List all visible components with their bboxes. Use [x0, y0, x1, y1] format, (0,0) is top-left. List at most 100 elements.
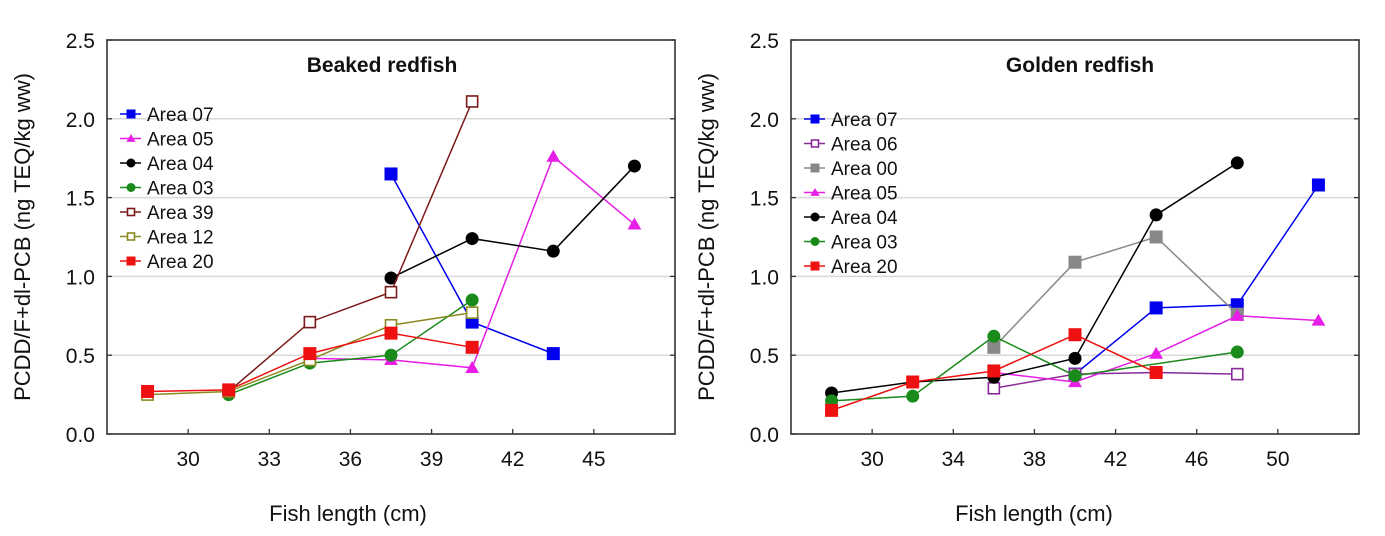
marker-square: [906, 375, 920, 389]
y-tick-label: 2.5: [66, 30, 95, 53]
marker-open-square: [987, 381, 1001, 395]
x-tick-label: 42: [501, 448, 524, 471]
marker-circle: [384, 348, 398, 362]
series-area-07: [384, 167, 560, 361]
legend-label: Area 04: [831, 208, 898, 229]
marker-square: [384, 326, 398, 340]
series-line: [228, 101, 473, 393]
marker-square: [303, 347, 317, 361]
y-tick-label: 0.0: [750, 424, 779, 447]
legend-item: Area 00: [804, 159, 898, 180]
legend: Area 07 Area 05 Area 04 Area 03 Area 39 Area …: [120, 105, 214, 273]
series-line: [228, 299, 473, 396]
marker-open-square: [465, 95, 479, 108]
marker-circle: [627, 159, 641, 173]
marker-open-square: [126, 232, 136, 241]
marker-square: [222, 383, 236, 397]
series-area-00: [987, 230, 1244, 354]
y-tick-label: 1.0: [750, 266, 779, 289]
legend: Area 07 Area 06 Area 00 Area 05 Area 04 Area …: [804, 110, 898, 278]
legend-item: Area 04: [120, 154, 214, 175]
golden-redfish-chart: PCDD/F+dl-PCB (ng TEQ/kg ww) Fish length…: [694, 30, 1360, 526]
marker-circle: [1230, 156, 1244, 170]
legend-label: Area 39: [147, 203, 214, 224]
marker-circle: [1230, 345, 1244, 359]
legend-label: Area 07: [147, 105, 214, 126]
marker-circle: [1068, 369, 1082, 383]
legend-label: Area 00: [831, 159, 898, 180]
marker-triangle: [546, 149, 561, 162]
legend-item: Area 07: [120, 105, 214, 126]
y-tick-label: 2.5: [750, 30, 779, 53]
marker-square: [384, 167, 398, 181]
marker-square: [141, 384, 155, 398]
marker-circle: [126, 183, 136, 192]
y-tick-label: 1.5: [66, 188, 95, 211]
series-area-20: [825, 328, 1163, 417]
series-area-03: [825, 329, 1244, 408]
marker-square: [126, 109, 136, 119]
legend-label: Area 20: [147, 252, 214, 273]
marker-square: [987, 364, 1001, 378]
legend-item: Area 07: [804, 110, 898, 131]
series-line: [390, 165, 635, 279]
marker-circle: [384, 271, 398, 285]
y-tick-label: 2.0: [66, 109, 95, 132]
marker-square: [1068, 328, 1082, 342]
marker-circle: [987, 329, 1001, 343]
marker-open-square: [465, 306, 479, 319]
series-area-39: [222, 95, 479, 398]
x-tick-label: 30: [176, 448, 199, 471]
marker-circle: [810, 237, 820, 246]
y-axis-title: PCDD/F+dl-PCB (ng TEQ/kg ww): [694, 73, 719, 401]
series-line: [831, 335, 1238, 402]
legend-label: Area 05: [147, 130, 214, 151]
x-tick-label: 34: [942, 448, 966, 471]
marker-square: [810, 163, 820, 173]
legend-item: Area 05: [804, 184, 898, 205]
marker-open-square: [810, 139, 820, 148]
marker-circle: [1149, 208, 1163, 222]
marker-triangle: [465, 360, 480, 373]
x-tick-label: 45: [582, 448, 605, 471]
x-tick-label: 39: [420, 448, 443, 471]
marker-triangle: [810, 187, 820, 196]
y-axis-title: PCDD/F+dl-PCB (ng TEQ/kg ww): [10, 73, 35, 401]
beaked-redfish-chart: PCDD/F+dl-PCB (ng TEQ/kg ww) Fish length…: [10, 30, 676, 526]
series-line: [1074, 184, 1320, 375]
x-tick-label: 30: [860, 448, 883, 471]
y-tick-label: 0.5: [66, 345, 95, 368]
marker-circle: [465, 232, 479, 246]
series-area-05: [302, 149, 642, 373]
legend-label: Area 03: [831, 233, 898, 254]
x-tick-label: 33: [258, 448, 281, 471]
x-axis-title: Fish length (cm): [955, 501, 1113, 526]
marker-circle: [126, 158, 136, 168]
series-area-20: [141, 326, 479, 398]
marker-circle: [906, 389, 920, 403]
chart-title: Golden redfish: [1006, 54, 1154, 77]
legend-item: Area 03: [804, 233, 898, 254]
marker-triangle: [627, 217, 642, 230]
series-area-04: [384, 159, 641, 285]
series-area-06: [987, 366, 1244, 395]
marker-triangle: [1149, 346, 1164, 359]
series-area-03: [222, 293, 479, 402]
marker-circle: [1068, 351, 1082, 365]
marker-square: [1068, 255, 1082, 269]
legend-item: Area 12: [120, 228, 214, 249]
marker-square: [126, 256, 136, 266]
plot-frame: [790, 39, 1360, 435]
y-tick-label: 1.5: [750, 188, 779, 211]
marker-open-square: [384, 285, 398, 299]
marker-circle: [546, 244, 560, 258]
legend-item: Area 04: [804, 208, 898, 229]
marker-square: [987, 340, 1001, 354]
legend-item: Area 05: [120, 130, 214, 151]
legend-item: Area 20: [804, 257, 898, 278]
legend-label: Area 06: [831, 135, 898, 156]
legend-item: Area 20: [120, 252, 214, 273]
plot-frame: [106, 39, 676, 435]
marker-triangle: [126, 133, 136, 142]
